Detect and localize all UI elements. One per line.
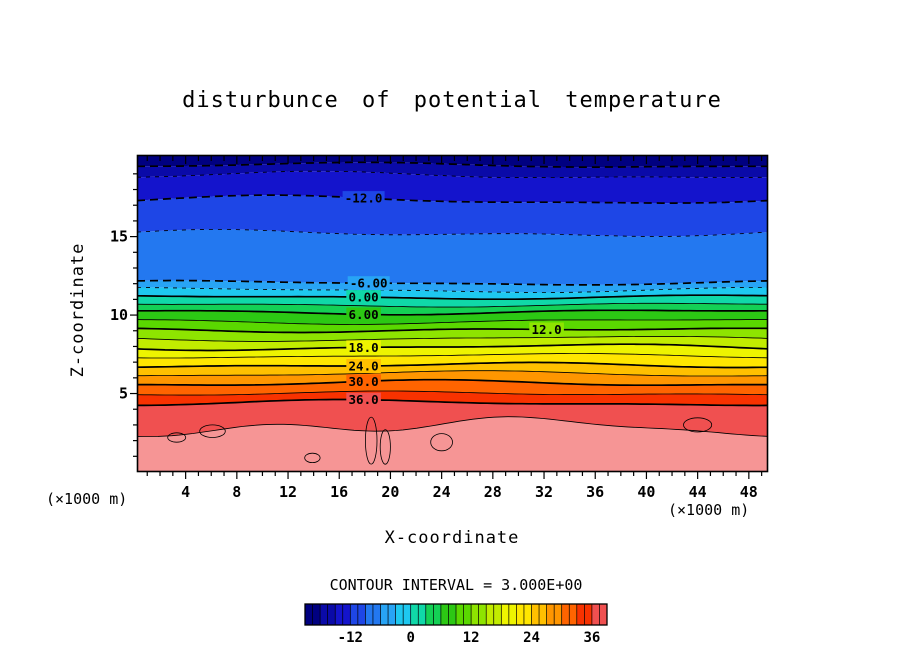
closed-contour [683, 417, 713, 433]
chart-title: disturbunce of potential temperature [182, 88, 722, 113]
colorbar-frame [304, 603, 608, 626]
x-tick-label: 20 [381, 483, 399, 501]
colorbar-tick-label: 12 [463, 630, 480, 646]
contour-line [137, 161, 768, 168]
contour-line [137, 309, 768, 316]
x-tick-label: 44 [689, 483, 707, 501]
contour-line [137, 343, 768, 352]
x-tick-label: 12 [279, 483, 297, 501]
contour-line [137, 398, 768, 407]
x-tick-label: 48 [740, 483, 758, 501]
contour-label: -6.00 [350, 276, 388, 291]
contour-field: -12.0 -6.000.00 6.00 12.0 18.0 24.030.0 36.0 [137, 155, 768, 472]
closed-contour [364, 416, 378, 465]
contour-line [137, 416, 768, 437]
closed-contour [304, 452, 321, 463]
contour-label: -12.0 [345, 191, 383, 206]
x-tick-label: 40 [637, 483, 655, 501]
closed-contour [199, 424, 226, 438]
contour-line [137, 370, 768, 377]
colorbar-tick-label: 0 [406, 630, 414, 646]
contour-interval-note: CONTOUR INTERVAL = 3.000E+00 [329, 576, 583, 594]
x-tick-label: 28 [484, 483, 502, 501]
closed-contour [430, 433, 453, 452]
contour-label: 24.0 [349, 359, 379, 374]
x-tick-label: 36 [586, 483, 604, 501]
z-tick-label: 15 [110, 228, 128, 246]
contour-line [137, 287, 768, 293]
closed-contour [167, 432, 187, 443]
contour-line [137, 229, 768, 237]
contour-line [137, 319, 768, 325]
contour-line [137, 327, 768, 334]
contour-label: 18.0 [349, 340, 379, 355]
colorbar-tick-label: -12 [338, 630, 363, 646]
contour-label: 12.0 [532, 322, 562, 337]
contour-label: 6.00 [349, 307, 379, 322]
x-tick-label: 8 [232, 483, 241, 501]
contour-line [137, 279, 768, 286]
x-axis-label: X-coordinate [384, 528, 520, 548]
x-tick-label: 4 [181, 483, 190, 501]
contour-line [137, 361, 768, 369]
x-tick-label: 16 [330, 483, 348, 501]
z-tick-label: 10 [110, 306, 128, 324]
contour-label: 30.0 [349, 374, 379, 389]
closed-contour [379, 429, 391, 465]
contour-line [137, 294, 768, 301]
z-axis-unit-note: (×1000 m) [46, 490, 128, 508]
z-tick-label: 5 [119, 385, 128, 403]
contour-line [137, 390, 768, 396]
x-axis-unit-note: (×1000 m) [668, 501, 750, 519]
plot-frame [136, 154, 769, 473]
contour-line [137, 378, 768, 387]
x-tick-label: 24 [433, 483, 451, 501]
colorbar-tick-label: 24 [523, 630, 540, 646]
contour-line [137, 302, 768, 308]
x-tick-label: 32 [535, 483, 553, 501]
contour-line [137, 335, 768, 342]
contour-label: 36.0 [349, 392, 379, 407]
contour-label: 0.00 [349, 290, 379, 305]
contour-line [137, 353, 768, 359]
contour-line [137, 170, 768, 179]
contour-line [137, 194, 768, 204]
colorbar-tick-label: 36 [583, 630, 600, 646]
colorbar: -12 0 12 24 36 [304, 603, 608, 646]
